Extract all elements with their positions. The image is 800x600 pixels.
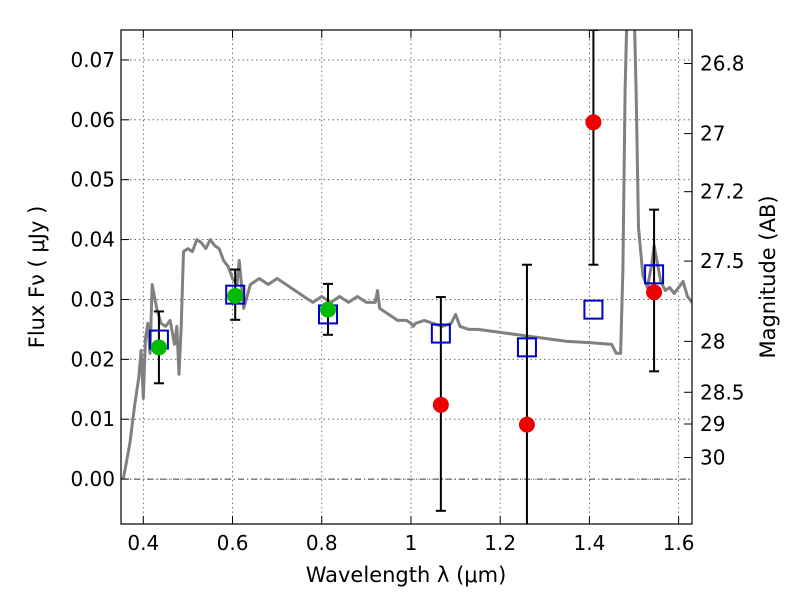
low-significance-point xyxy=(518,416,535,433)
y-axis-title: Flux Fν ( μJy ) xyxy=(25,206,49,349)
magnitude-tick-label: 28 xyxy=(700,329,725,353)
detection-point xyxy=(227,287,244,304)
magnitude-tick-label: 26.8 xyxy=(700,52,745,76)
x-tick-label: 1.4 xyxy=(573,531,605,555)
y-tick-label: 0.04 xyxy=(70,228,115,252)
detection-point xyxy=(150,339,167,356)
model-photometry-box xyxy=(516,337,537,358)
low-significance-point xyxy=(646,284,663,301)
y-tick-label: 0.06 xyxy=(70,108,115,132)
model-photometry-box xyxy=(430,323,451,344)
x-tick-label: 0.4 xyxy=(127,531,159,555)
y-tick-label: 0.00 xyxy=(70,467,115,491)
plot-frame xyxy=(120,29,693,525)
x-tick-label: 1 xyxy=(405,531,418,555)
x-axis-title: Wavelength λ (μm) xyxy=(306,563,507,587)
y-tick-label: 0.02 xyxy=(70,347,115,371)
y-tick-label: 0.01 xyxy=(70,407,115,431)
right-axis-title: Magnitude (AB) xyxy=(756,195,780,358)
magnitude-tick-label: 27.2 xyxy=(700,180,745,204)
magnitude-tick-label: 28.5 xyxy=(700,380,745,404)
magnitude-tick-label: 29 xyxy=(700,412,725,436)
model-spectrum-line xyxy=(121,30,692,480)
model-photometry-box xyxy=(583,299,604,320)
detection-point xyxy=(319,301,336,318)
y-tick-label: 0.05 xyxy=(70,168,115,192)
magnitude-tick-label: 27.5 xyxy=(700,249,745,273)
axes-ticks: 0.4 0.6 0.8 1 1.2 1.4 1.6 0.00 0.01 0.02 0.03 0.04 0… xyxy=(70,30,745,555)
grid-lines xyxy=(121,30,692,524)
magnitude-tick-label: 30 xyxy=(700,446,725,470)
x-tick-label: 1.6 xyxy=(663,531,695,555)
plot-background xyxy=(121,30,692,524)
plot-area xyxy=(121,30,692,524)
y-tick-label: 0.07 xyxy=(70,48,115,72)
x-tick-label: 0.8 xyxy=(306,531,338,555)
magnitude-tick-label: 27 xyxy=(700,122,725,146)
low-significance-point xyxy=(432,396,449,413)
low-significance-point xyxy=(585,114,602,131)
y-tick-label: 0.03 xyxy=(70,287,115,311)
model-photometry-box xyxy=(644,264,665,285)
x-tick-label: 1.2 xyxy=(484,531,516,555)
x-tick-label: 0.6 xyxy=(217,531,249,555)
